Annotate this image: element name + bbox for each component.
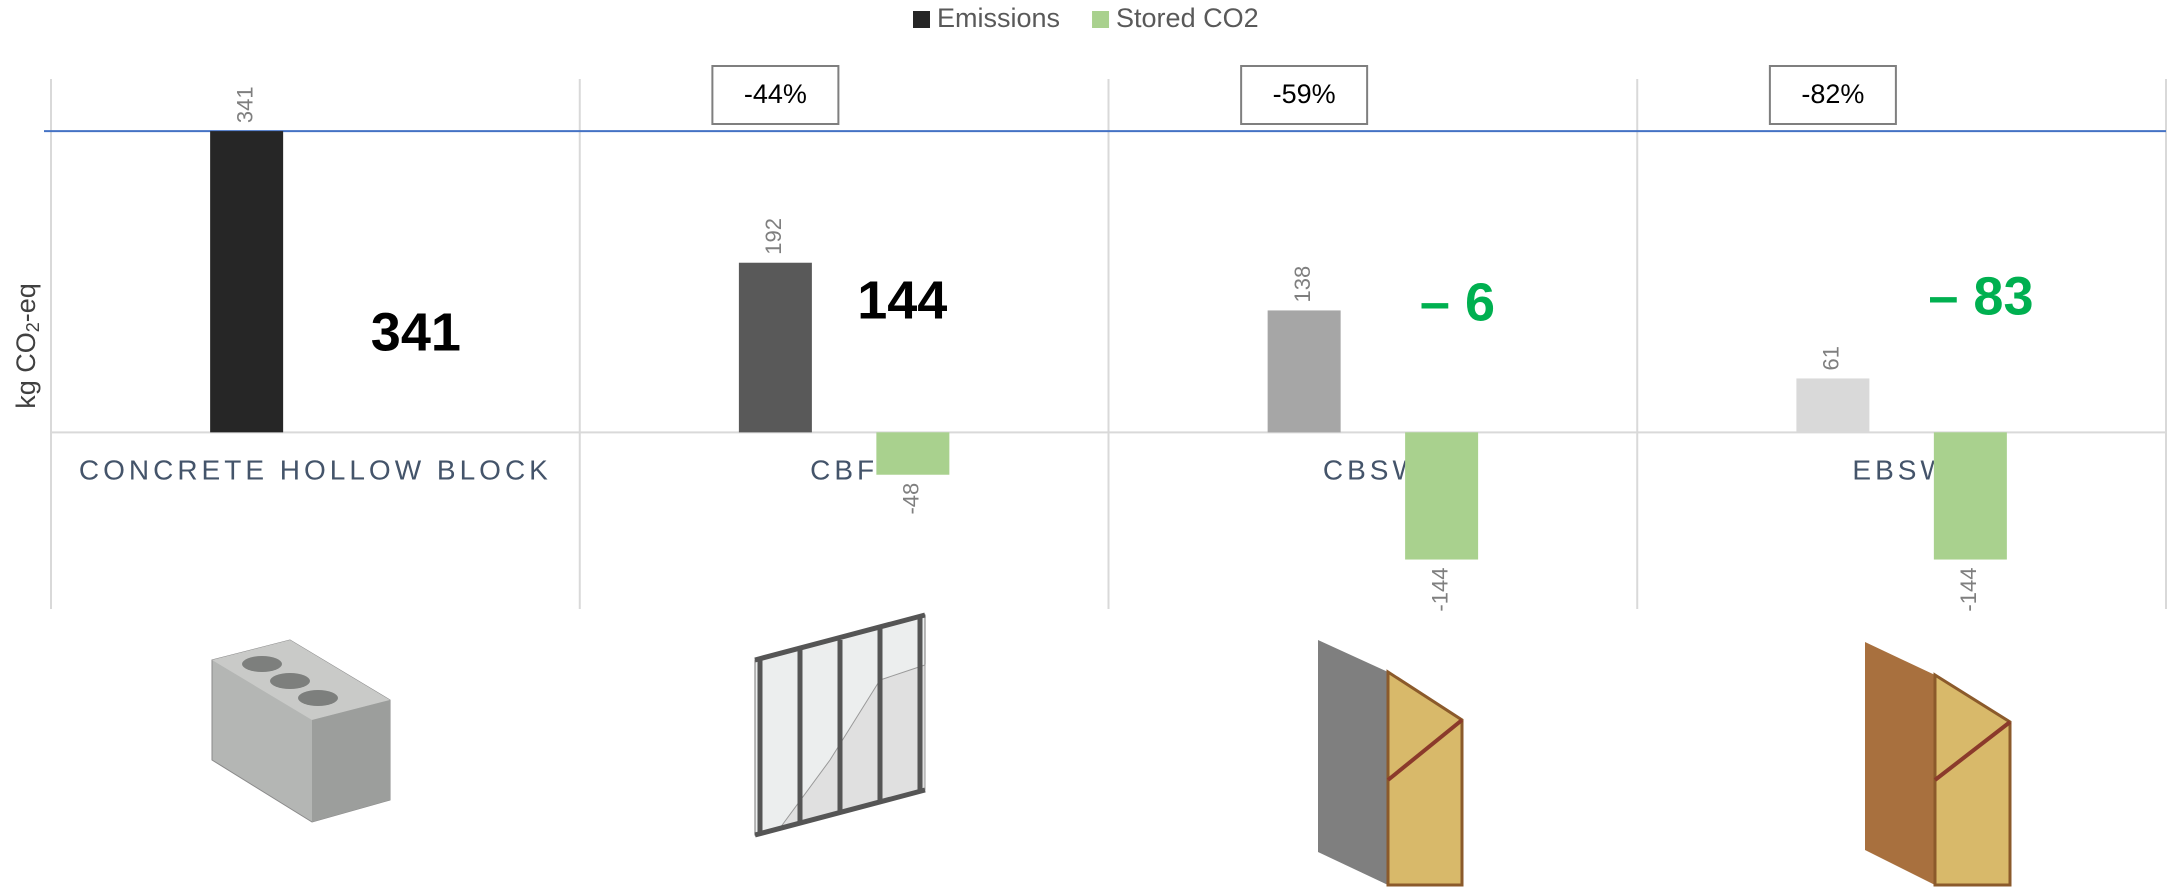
bar [210, 131, 283, 432]
legend-swatch [1092, 11, 1109, 28]
value-label: -144 [1427, 568, 1452, 612]
value-label: 61 [1819, 346, 1844, 370]
reduction-label: -59% [1273, 79, 1336, 109]
value-label: 192 [761, 218, 786, 255]
chart: kg CO2-eq Emissions Stored CO2 CONCRETE HO… [0, 0, 2170, 890]
net-total: 144 [857, 270, 947, 330]
bar [876, 432, 949, 474]
ebsw-image [1865, 642, 1935, 885]
net-total: – 83 [1928, 266, 2033, 326]
reduction-label: -82% [1801, 79, 1864, 109]
cbsw-panel [1388, 672, 1462, 885]
net-total: 341 [371, 302, 461, 362]
page: kg CO2-eq Emissions Stored CO2 CONCRETE HO… [0, 0, 2170, 890]
block-hole [242, 656, 282, 672]
value-label: -48 [899, 483, 924, 515]
category-label: CBF [810, 454, 878, 485]
reduction-label: -44% [744, 79, 807, 109]
illustrations [212, 615, 2010, 885]
y-axis-label: kg CO2-eq [11, 283, 43, 409]
legend-label: Stored CO2 [1116, 3, 1259, 33]
net-total: – 6 [1420, 272, 1495, 332]
bar [739, 263, 812, 433]
bar [1796, 378, 1869, 432]
legend-label: Emissions [937, 3, 1060, 33]
bar [1934, 432, 2007, 559]
category-label: CONCRETE HOLLOW BLOCK [79, 454, 552, 485]
block-hole [270, 673, 310, 689]
value-label: -144 [1956, 568, 1981, 612]
ebsw-panel [1935, 675, 2010, 885]
bar [1268, 310, 1341, 432]
y-label-tail: -eq [11, 283, 41, 322]
value-label: 341 [232, 86, 257, 123]
y-label-text: kg CO [11, 332, 41, 409]
legend-swatch [913, 11, 930, 28]
bar [1405, 432, 1478, 559]
cbsw-image [1318, 640, 1388, 885]
y-label-sub: 2 [23, 322, 43, 332]
value-label: 138 [1290, 266, 1315, 303]
block-hole [298, 690, 338, 706]
